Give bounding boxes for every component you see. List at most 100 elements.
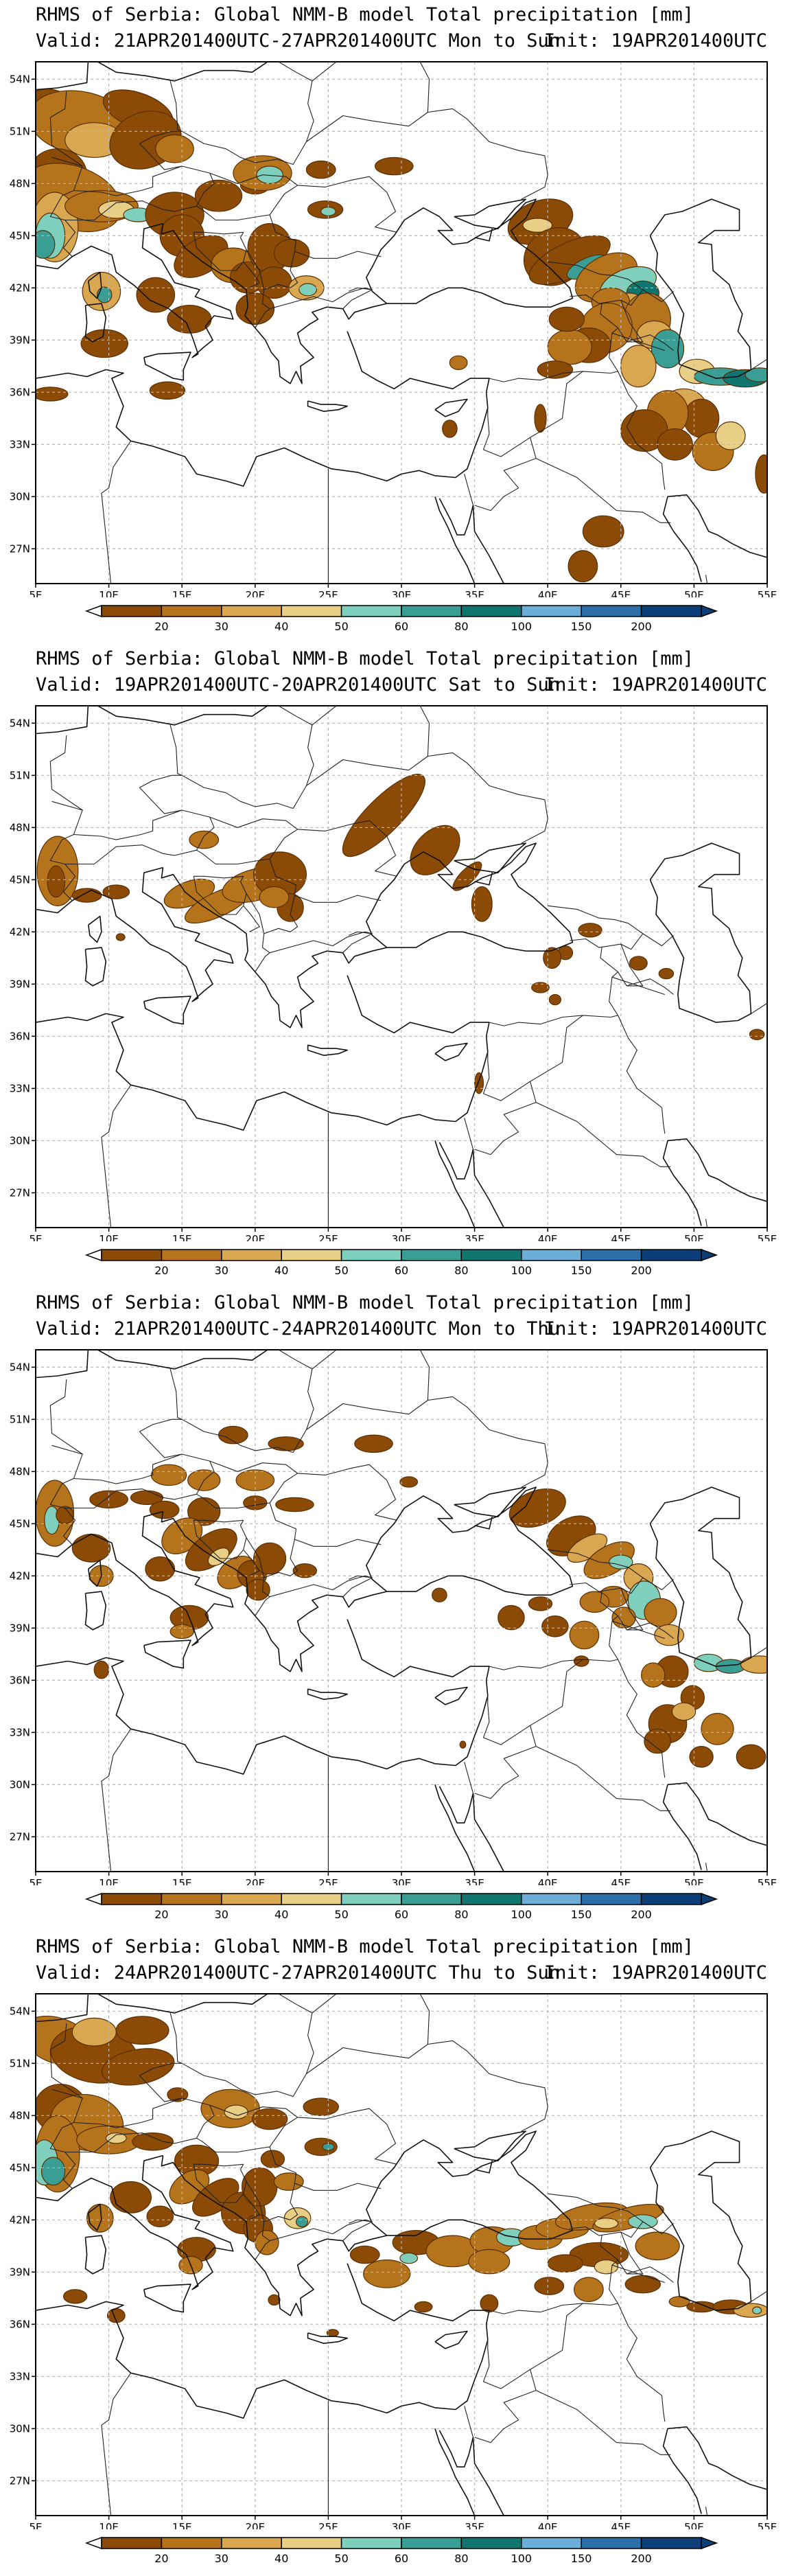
colorbar-swatch bbox=[521, 1893, 582, 1905]
lon-tick-label: 40E bbox=[538, 1877, 558, 1885]
coastline bbox=[36, 1619, 490, 1775]
coastline bbox=[472, 505, 504, 584]
border-line bbox=[530, 1015, 671, 1167]
border-line bbox=[243, 905, 260, 932]
precip-cell bbox=[579, 1591, 610, 1613]
border-line bbox=[196, 816, 298, 865]
border-line bbox=[312, 1350, 430, 1401]
lon-tick-label: 25E bbox=[318, 589, 338, 597]
border-line bbox=[482, 1052, 490, 1094]
border-line bbox=[306, 2040, 548, 2132]
colorbar-swatch bbox=[460, 605, 522, 617]
colorbar-label: 100 bbox=[511, 2552, 532, 2565]
border-line bbox=[489, 1615, 619, 1670]
border-line bbox=[482, 408, 490, 450]
border-line bbox=[312, 706, 430, 757]
precip-cell bbox=[243, 1495, 268, 1510]
precip-cell bbox=[689, 1745, 714, 1768]
colorbar-swatch bbox=[640, 605, 702, 617]
panel-title: RHMS of Serbia: Global NMM-B model Total… bbox=[36, 1936, 694, 1957]
gridlines bbox=[36, 1994, 767, 2516]
colorbar-label: 80 bbox=[454, 1908, 468, 1921]
coastline bbox=[365, 1486, 574, 1596]
border-line bbox=[65, 165, 215, 221]
colorbar-label: 100 bbox=[511, 1264, 532, 1277]
panel-title: RHMS of Serbia: Global NMM-B model Total… bbox=[36, 648, 694, 669]
lat-tick-label: 27N bbox=[10, 1186, 30, 1199]
precip-cell bbox=[292, 1563, 317, 1578]
lon-tick-label: 25E bbox=[318, 1877, 338, 1885]
precip-cell bbox=[155, 134, 194, 163]
lon-tick-label: 35E bbox=[465, 2521, 484, 2529]
precip-cell bbox=[531, 982, 550, 993]
gridlines bbox=[36, 62, 767, 584]
lon-tick-label: 15E bbox=[172, 1877, 192, 1885]
border-line bbox=[277, 1994, 296, 2005]
coastline bbox=[434, 398, 468, 417]
colorbar-swatch bbox=[460, 1893, 522, 1905]
coastline bbox=[161, 867, 387, 1028]
map-contents bbox=[36, 1350, 767, 1872]
lat-tick-label: 51N bbox=[10, 125, 30, 137]
coastline bbox=[667, 2426, 767, 2490]
lon-tick-label: 20E bbox=[246, 1877, 266, 1885]
precip-cell bbox=[149, 1500, 180, 1519]
lon-tick-label: 40E bbox=[538, 589, 558, 597]
precip-cell bbox=[342, 773, 426, 858]
precip-cell bbox=[260, 2150, 285, 2168]
border-line bbox=[196, 1460, 298, 1509]
colorbar-swatch bbox=[460, 1249, 522, 1261]
lon-tick-label: 50E bbox=[684, 1233, 704, 1241]
precip-cell bbox=[36, 387, 69, 402]
coastlines bbox=[36, 1994, 767, 2516]
colorbar-label: 60 bbox=[395, 1908, 408, 1921]
lat-tick-label: 33N bbox=[10, 2370, 30, 2382]
border-line bbox=[483, 1725, 530, 1745]
border-line bbox=[49, 2089, 83, 2189]
precip-cell bbox=[528, 1596, 553, 1611]
colorbar-swatch bbox=[581, 1249, 642, 1261]
colorbar-low-arrow bbox=[84, 604, 102, 618]
border-line bbox=[261, 2183, 373, 2242]
border-line bbox=[482, 2340, 490, 2382]
coastline bbox=[36, 1510, 234, 1646]
country-borders bbox=[49, 706, 767, 1228]
border-line bbox=[627, 978, 674, 995]
lat-tick-label: 45N bbox=[10, 873, 30, 886]
lat-tick-label: 54N bbox=[10, 1361, 30, 1373]
lat-tick-label: 48N bbox=[10, 177, 30, 189]
coastline bbox=[474, 1517, 493, 1530]
colorbar-label: 150 bbox=[571, 620, 592, 633]
lon-tick-label: 30E bbox=[392, 2521, 412, 2529]
border-line bbox=[705, 1219, 708, 1228]
lat-tick-label: 45N bbox=[10, 2161, 30, 2174]
border-line bbox=[483, 437, 530, 457]
colorbar-label: 100 bbox=[511, 620, 532, 633]
border-line bbox=[642, 2221, 674, 2235]
precip-cell bbox=[740, 1655, 767, 1674]
country-borders bbox=[49, 1994, 767, 2516]
border-line bbox=[269, 2146, 382, 2191]
axis-ticks bbox=[32, 1366, 768, 1876]
lon-tick-label: 25E bbox=[318, 1233, 338, 1241]
border-line bbox=[611, 332, 665, 352]
coastline bbox=[662, 1140, 702, 1226]
border-line bbox=[255, 2240, 270, 2260]
precip-cell bbox=[71, 2017, 117, 2047]
precip-cell bbox=[548, 993, 562, 1006]
precipitation-map: 5E 10E 15E 20E 25E 30E 35E 40E 45E 50E 55E 54N 51N 48… bbox=[10, 1993, 777, 2529]
lat-tick-label: 27N bbox=[10, 2474, 30, 2487]
precipitation-areas bbox=[36, 2015, 767, 2337]
coastline bbox=[36, 222, 234, 358]
lon-tick-label: 10E bbox=[99, 589, 119, 597]
colorbar-label: 50 bbox=[334, 1908, 348, 1921]
precip-cell bbox=[255, 2229, 279, 2255]
lon-tick-label: 35E bbox=[465, 589, 484, 597]
precip-cell bbox=[522, 218, 553, 233]
lat-tick-label: 42N bbox=[10, 925, 30, 938]
border-line bbox=[611, 2264, 665, 2284]
coastline bbox=[307, 400, 348, 413]
border-line bbox=[193, 2163, 247, 2203]
coastline bbox=[307, 2332, 348, 2345]
colorbar-label: 20 bbox=[154, 620, 168, 633]
